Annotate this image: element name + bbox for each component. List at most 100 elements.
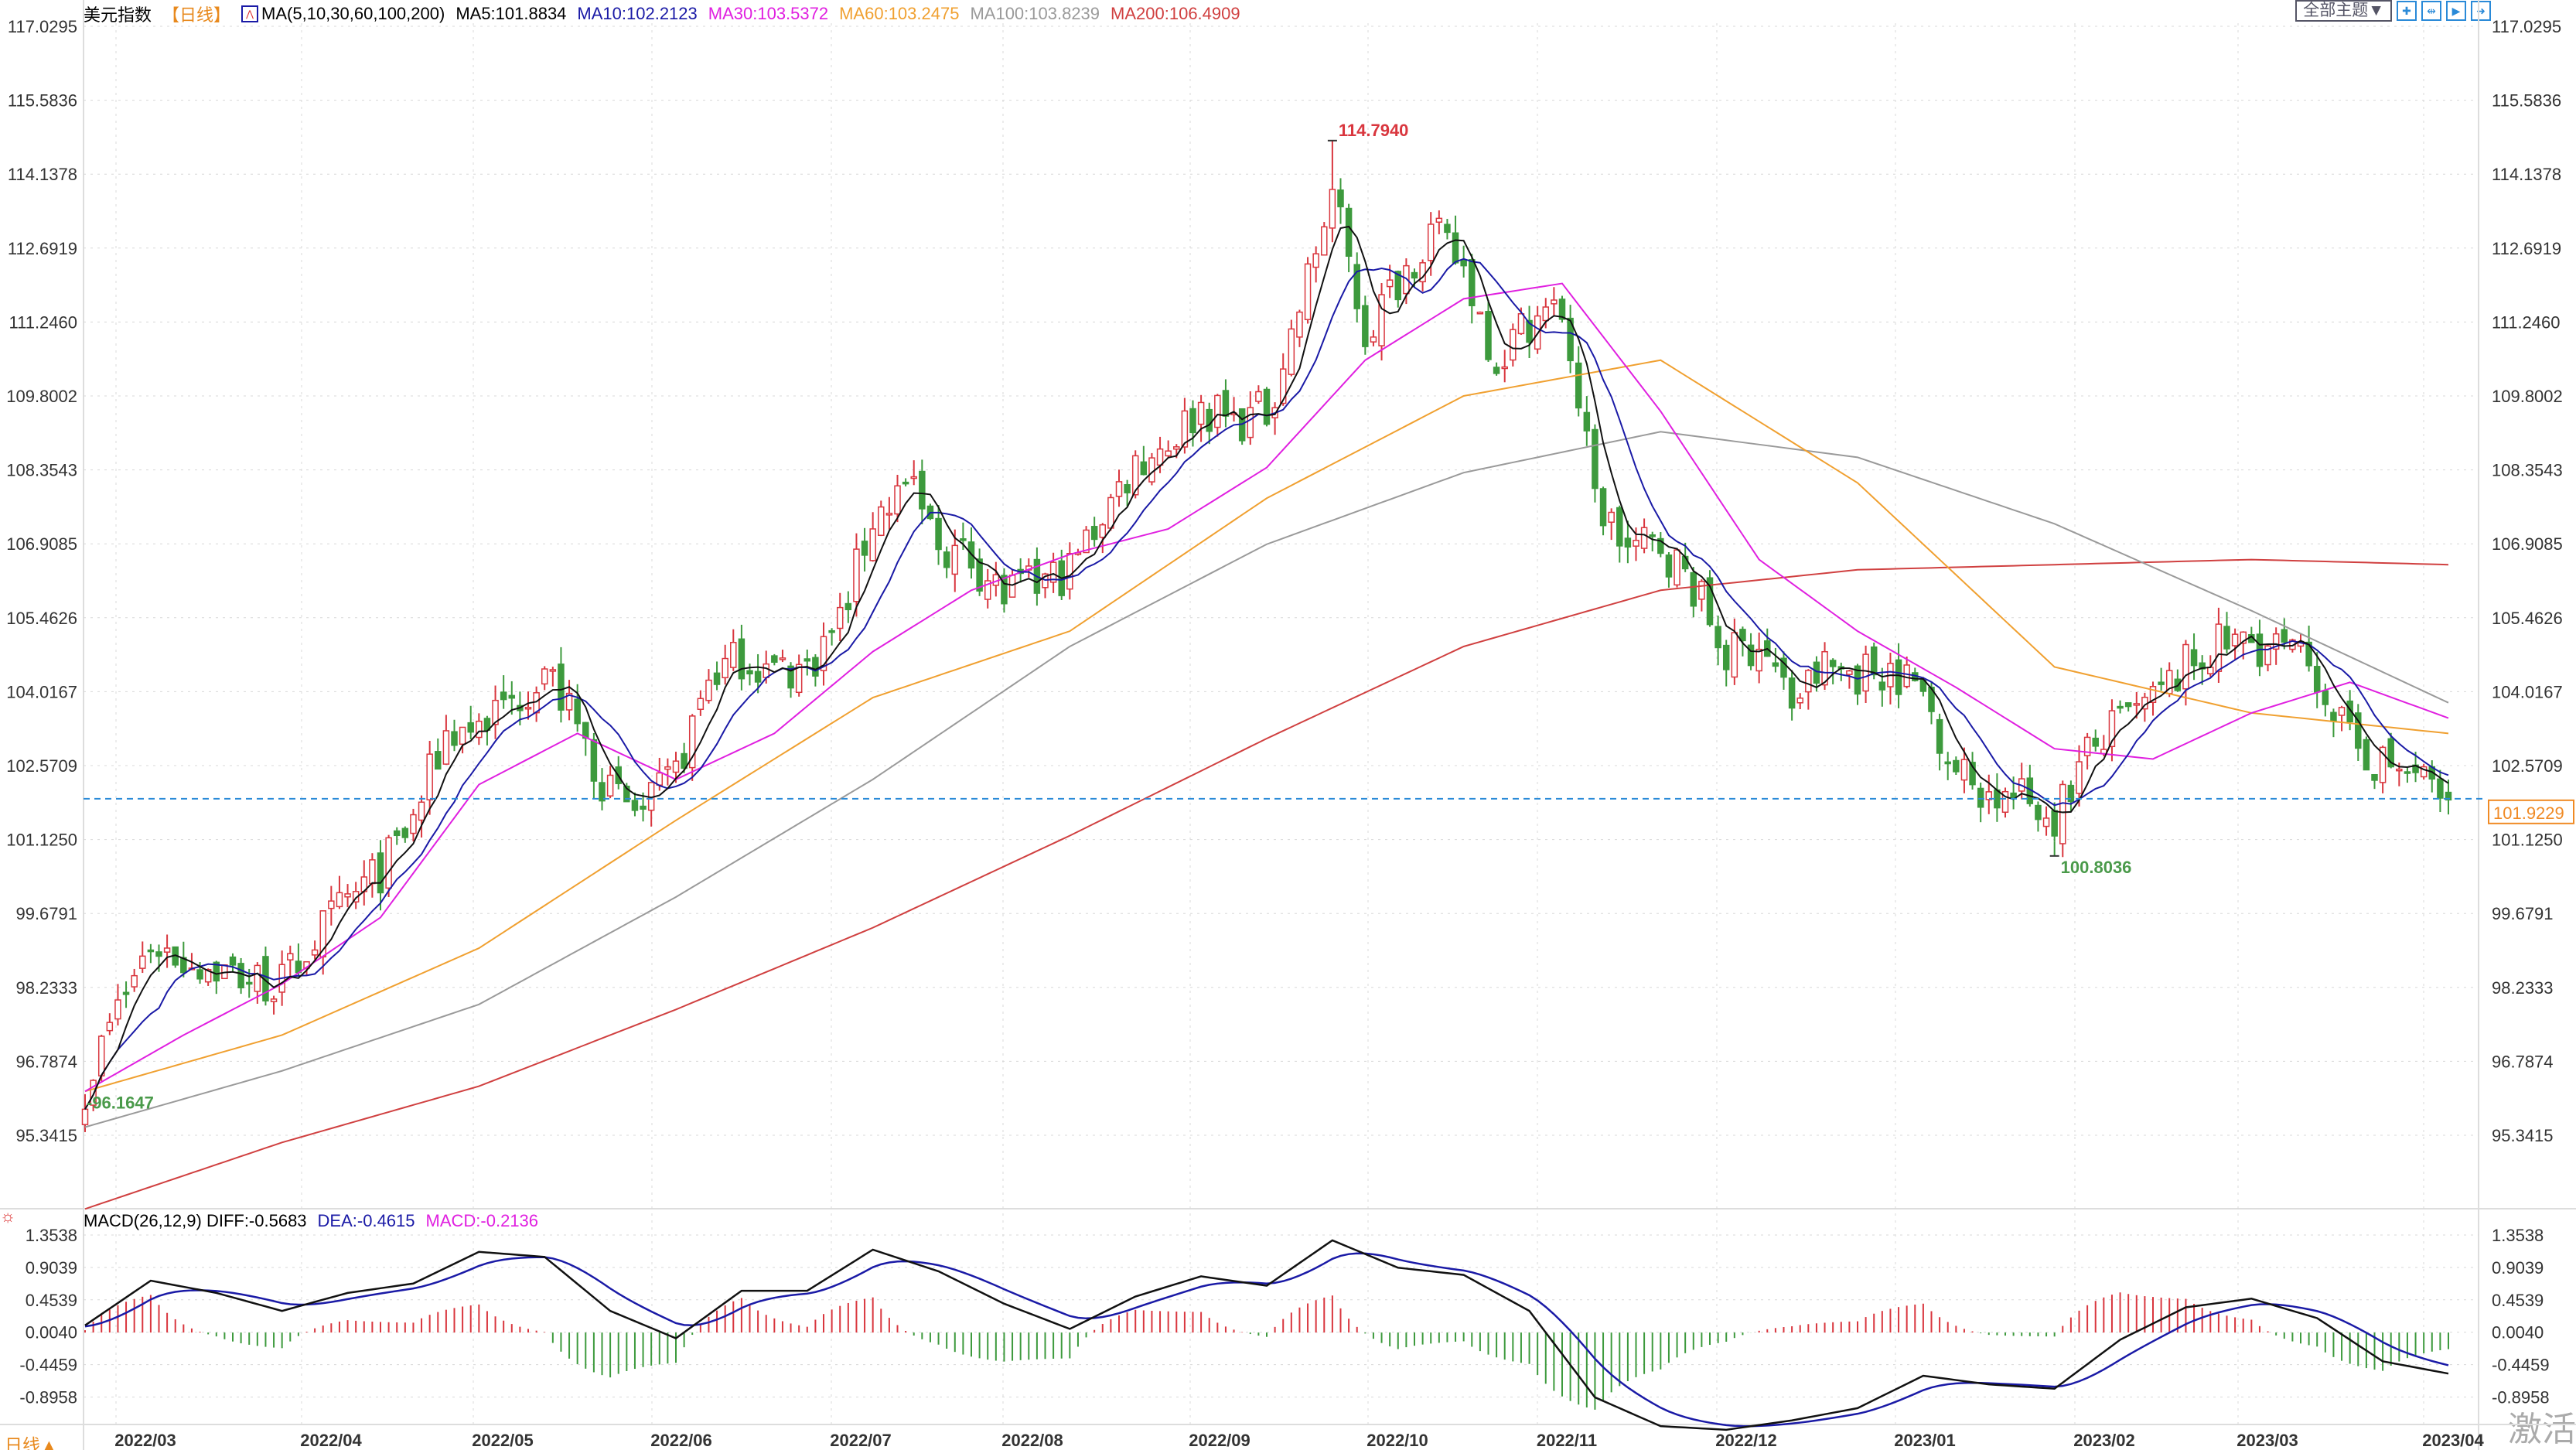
candle-up xyxy=(1049,561,1057,583)
candle-up xyxy=(549,669,557,672)
candle-down xyxy=(1140,461,1148,476)
candle-down xyxy=(1936,718,1943,754)
candle-down xyxy=(1878,681,1886,691)
candle-down xyxy=(508,694,516,699)
candle-up xyxy=(1427,223,1435,261)
candle-down xyxy=(1575,362,1582,409)
ma10-value: MA10:102.2123 xyxy=(577,4,698,23)
price-tick-label: 114.1378 xyxy=(2492,165,2561,184)
macd-tick-label: 1.3538 xyxy=(26,1226,77,1245)
last-price-box xyxy=(2488,799,2574,824)
candle-up xyxy=(1066,553,1073,590)
candle-down xyxy=(1944,761,1951,765)
price-tick-label: 95.3415 xyxy=(15,1126,77,1145)
candle-up xyxy=(2149,686,2157,704)
candle-down xyxy=(623,785,630,803)
macd-dea: DEA:-0.4615 xyxy=(317,1211,415,1230)
candle-down xyxy=(1780,657,1787,678)
dea-line xyxy=(84,1252,2449,1428)
candle-up xyxy=(163,947,171,953)
price-tick-label: 96.7874 xyxy=(15,1052,77,1071)
candle-up xyxy=(1279,368,1287,404)
candle-up xyxy=(672,760,680,773)
price-tick-label: 105.4626 xyxy=(2492,609,2563,628)
candle-down xyxy=(640,805,647,810)
macd-tick-label: 0.0040 xyxy=(26,1323,77,1343)
candle-up xyxy=(705,679,712,701)
candle-down xyxy=(2313,666,2321,693)
candle-up xyxy=(1805,670,1812,693)
period-label[interactable]: 【日线】 xyxy=(162,5,231,25)
candle-up xyxy=(853,548,860,602)
ma-params: MA(5,10,30,60,100,200) xyxy=(261,4,445,23)
macd-tick-label: -0.4459 xyxy=(2492,1356,2550,1375)
price-tick-label: 95.3415 xyxy=(2492,1126,2554,1145)
candle-up xyxy=(1288,328,1295,375)
price-tick-label: 99.6791 xyxy=(15,904,77,923)
candle-down xyxy=(1928,686,1935,712)
candle-up xyxy=(1181,410,1189,448)
ma10-line xyxy=(84,258,2449,1110)
candle-up xyxy=(311,949,319,956)
candle-down xyxy=(1452,232,1459,264)
candle-down xyxy=(2355,712,2362,749)
indicator-icon[interactable]: ⋀ xyxy=(241,5,259,22)
candle-down xyxy=(245,981,253,985)
exit-icon[interactable]: ➜ xyxy=(2471,1,2491,21)
price-tick-label: 101.1250 xyxy=(6,831,77,850)
date-tick-label: 2022/06 xyxy=(650,1431,712,1450)
candle-up xyxy=(2420,766,2428,778)
candle-down xyxy=(1722,644,1730,670)
candle-up xyxy=(1796,698,1803,704)
candle-down xyxy=(1444,223,1451,234)
candle-down xyxy=(1001,575,1008,605)
candle-down xyxy=(1977,787,1984,808)
period-button[interactable]: 日线▲ xyxy=(5,1435,58,1450)
candle-down xyxy=(2322,690,2329,705)
price-tick-label: 104.0167 xyxy=(6,682,77,701)
candle-up xyxy=(1821,650,1828,686)
candle-down xyxy=(771,655,778,664)
candle-down xyxy=(1895,659,1902,695)
macd-tick-label: 0.4539 xyxy=(2492,1291,2544,1310)
price-tick-label: 98.2333 xyxy=(15,978,77,998)
candle-down xyxy=(2124,702,2132,708)
candle-down xyxy=(467,722,474,733)
crosshair-icon[interactable]: ✚ xyxy=(2397,1,2417,21)
date-tick-label: 2022/03 xyxy=(114,1431,176,1450)
candle-up xyxy=(1640,527,1648,549)
candle-up xyxy=(139,955,146,969)
candle-down xyxy=(2346,700,2353,723)
candle-down xyxy=(582,722,589,739)
date-tick-label: 2022/05 xyxy=(472,1431,534,1450)
candle-up xyxy=(2215,623,2223,672)
price-tick-label: 115.5836 xyxy=(8,91,77,111)
range-icon[interactable]: ⇹ xyxy=(2421,1,2441,21)
candle-down xyxy=(2117,705,2124,709)
candle-down xyxy=(1526,319,1533,343)
candle-down xyxy=(1469,259,1476,306)
candle-down xyxy=(960,538,967,541)
candle-down xyxy=(1189,408,1196,434)
candle-up xyxy=(1403,264,1410,295)
candle-up xyxy=(1510,329,1517,361)
price-tick-label: 111.2460 xyxy=(9,312,78,332)
candle-down xyxy=(812,657,819,677)
candle-up xyxy=(410,814,417,834)
theme-dropdown[interactable]: 全部主题▼ xyxy=(2295,0,2392,22)
candle-down xyxy=(1337,189,1344,208)
candle-down xyxy=(213,961,220,982)
candle-down xyxy=(1394,271,1402,301)
candle-up xyxy=(779,657,786,660)
price-tick-label: 102.5709 xyxy=(2492,756,2563,776)
play-icon[interactable]: ▶ xyxy=(2446,1,2466,21)
candle-up xyxy=(688,715,696,769)
settings-sun-icon[interactable]: ☼ xyxy=(0,1206,16,1226)
candle-down xyxy=(1870,646,1878,676)
candle-up xyxy=(344,893,351,898)
candle-up xyxy=(2379,746,2387,783)
candle-down xyxy=(844,602,852,611)
candle-down xyxy=(631,800,639,811)
